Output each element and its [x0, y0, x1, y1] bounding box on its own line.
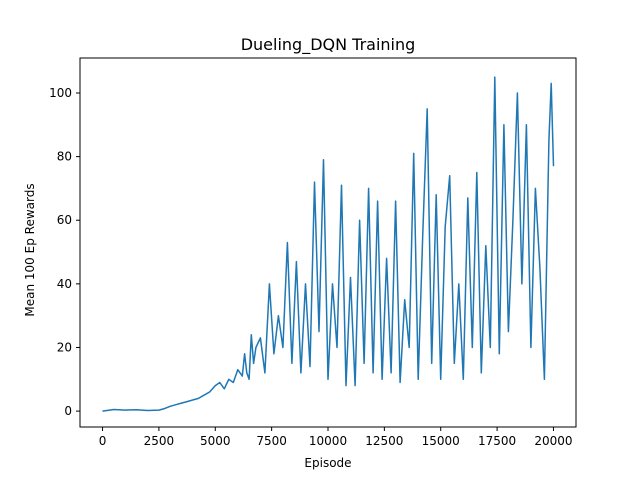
series-line: [102, 76, 555, 412]
y-tick-label: 100: [49, 86, 72, 100]
x-tick-label: 10000: [309, 434, 347, 448]
y-tick-label: 60: [57, 213, 72, 227]
x-tick-label: 12500: [365, 434, 403, 448]
y-axis-ticks: 0 20 40 60 80 100: [49, 86, 80, 418]
x-tick-label: 0: [99, 434, 107, 448]
x-tick-label: 15000: [422, 434, 460, 448]
x-tick-label: 7500: [256, 434, 287, 448]
x-tick-label: 17500: [478, 434, 516, 448]
x-axis-label: Episode: [304, 456, 351, 470]
x-axis-ticks: 0 2500 5000 7500 10000 12500 15000 17500 20000: [99, 427, 573, 448]
y-tick-label: 80: [57, 150, 72, 164]
axes-frame: [79, 57, 577, 428]
x-tick-label: 2500: [144, 434, 175, 448]
y-tick-label: 40: [57, 277, 72, 291]
plot-area: [102, 76, 555, 412]
y-tick-label: 20: [57, 340, 72, 354]
chart-title: Dueling_DQN Training: [241, 35, 416, 55]
y-tick-label: 0: [64, 404, 72, 418]
x-tick-label: 5000: [200, 434, 231, 448]
x-tick-label: 20000: [534, 434, 572, 448]
y-axis-label: Mean 100 Ep Rewards: [23, 183, 37, 316]
